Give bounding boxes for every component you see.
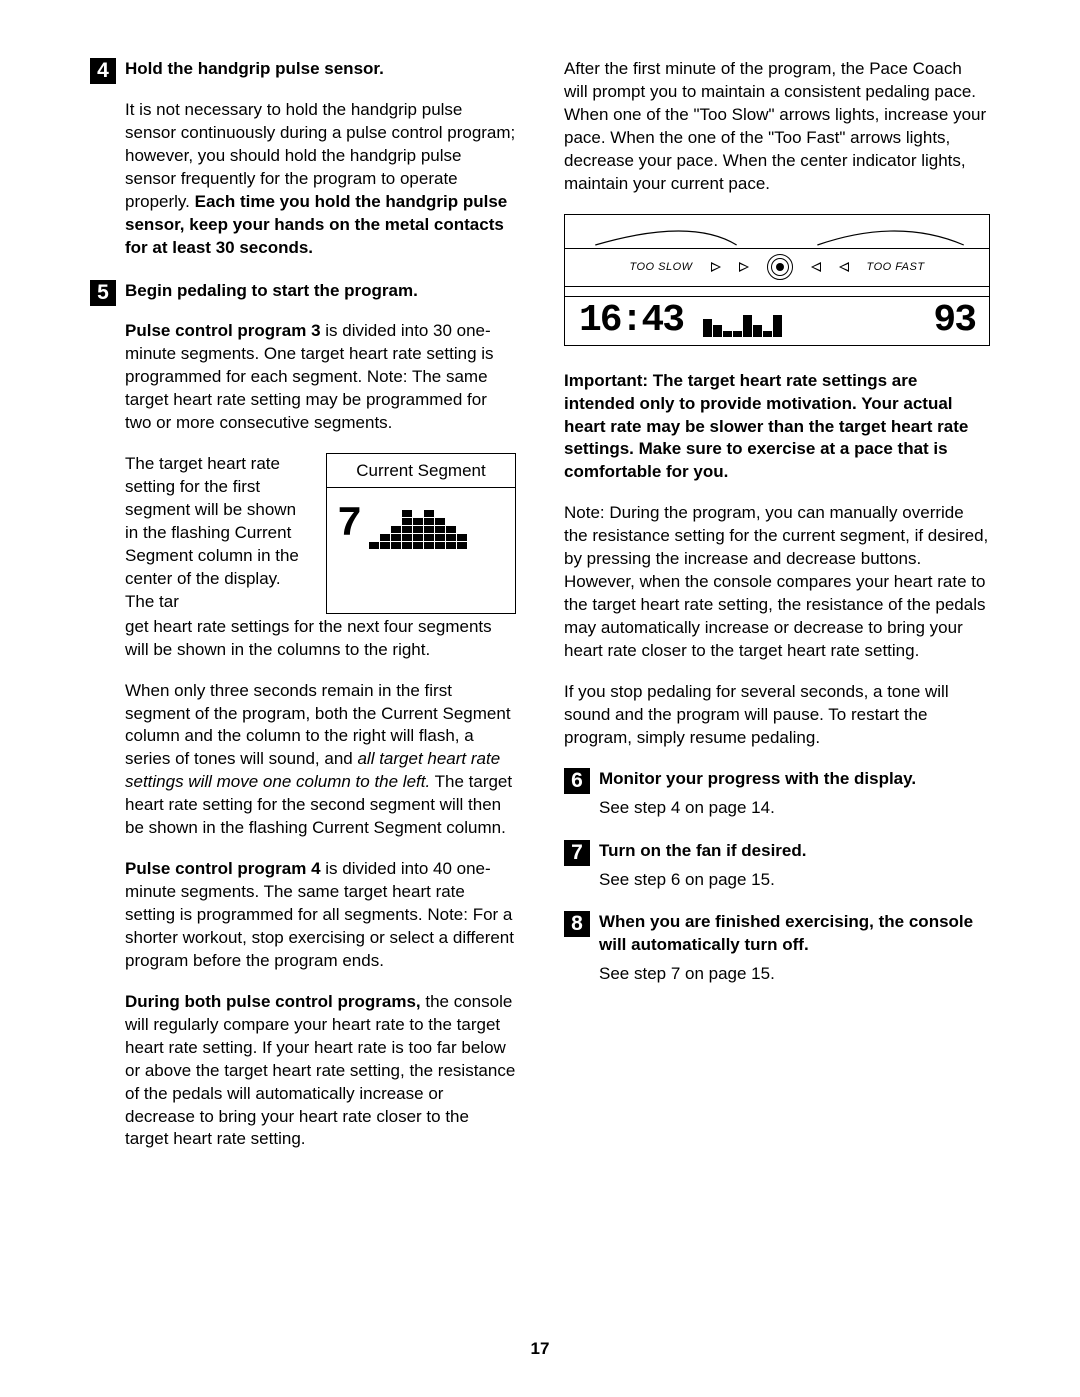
- step-7-title: Turn on the fan if desired.: [599, 840, 990, 863]
- pause-note: If you stop pedaling for several seconds…: [564, 681, 990, 750]
- text: the console will regularly compare your …: [125, 992, 515, 1149]
- too-slow-label: TOO SLOW: [629, 260, 692, 275]
- step-6-title: Monitor your progress with the display.: [599, 768, 990, 791]
- right-column: After the first minute of the program, t…: [564, 58, 990, 1171]
- pace-bottom-row: 16:43 93: [565, 297, 989, 345]
- pace-time-display: 16:43: [579, 295, 683, 346]
- override-note: Note: During the program, you can manual…: [564, 502, 990, 663]
- step-5-p3: When only three seconds remain in the fi…: [125, 680, 516, 841]
- current-segment-figure: Current Segment 7: [326, 453, 516, 614]
- pace-coach-figure: TOO SLOW TOO FAST 16:43 93: [564, 214, 990, 346]
- segment-figure-title: Current Segment: [327, 454, 515, 488]
- important-note: Important: The target heart rate setting…: [564, 370, 990, 485]
- step-badge-5: 5: [90, 280, 116, 306]
- pace-intro: After the first minute of the program, t…: [564, 58, 990, 196]
- step-5-title: Begin pedaling to start the program.: [125, 280, 516, 303]
- target-center-icon: [767, 254, 793, 280]
- step-7-body: See step 6 on page 15.: [599, 869, 990, 892]
- step-8-body: See step 7 on page 15.: [599, 963, 990, 986]
- step-8-title: When you are finished exercising, the co…: [599, 911, 990, 957]
- text-bold: Pulse control program 3: [125, 321, 321, 340]
- step-7: 7 Turn on the fan if desired. See step 6…: [564, 840, 990, 892]
- segment-side-text: The target heart rate setting for the fi…: [125, 453, 312, 614]
- step-4-body: It is not necessary to hold the handgrip…: [125, 99, 516, 260]
- text-bold: During both pulse control programs,: [125, 992, 421, 1011]
- arrow-right-outline-icon: [711, 262, 721, 272]
- segment-continued-text: get heart rate settings for the next fou…: [125, 616, 516, 662]
- step-5-p4: Pulse control program 4 is divided into …: [125, 858, 516, 973]
- too-fast-label: TOO FAST: [867, 260, 925, 275]
- two-column-layout: 4 Hold the handgrip pulse sensor. It is …: [90, 58, 990, 1171]
- page-number: 17: [0, 1338, 1080, 1361]
- arrow-left-outline-icon: [839, 262, 849, 272]
- step-4-title: Hold the handgrip pulse sensor.: [125, 58, 516, 81]
- step-5-p5: During both pulse control programs, the …: [125, 991, 516, 1152]
- pace-indicator-row: TOO SLOW TOO FAST: [565, 249, 989, 287]
- segment-figure-body: 7: [327, 488, 515, 553]
- step-badge-4: 4: [90, 58, 116, 84]
- arrow-right-outline-icon: [739, 262, 749, 272]
- left-column: 4 Hold the handgrip pulse sensor. It is …: [90, 58, 516, 1171]
- step-4: 4 Hold the handgrip pulse sensor. It is …: [90, 58, 516, 260]
- segment-seven-digit: 7: [337, 503, 359, 545]
- step-badge-8: 8: [564, 911, 590, 937]
- arrow-left-outline-icon: [811, 262, 821, 272]
- step-badge-7: 7: [564, 840, 590, 866]
- step-5: 5 Begin pedaling to start the program. P…: [90, 280, 516, 1152]
- segment-figure-row: The target heart rate setting for the fi…: [125, 453, 516, 614]
- step-6-body: See step 4 on page 14.: [599, 797, 990, 820]
- pace-bars: [703, 305, 913, 337]
- step-5-p1: Pulse control program 3 is divided into …: [125, 320, 516, 435]
- step-6: 6 Monitor your progress with the display…: [564, 768, 990, 820]
- pace-number-display: 93: [933, 295, 975, 346]
- pace-top-bracket: [565, 215, 989, 249]
- text-bold: Pulse control program 4: [125, 859, 321, 878]
- segment-bar-grid: [369, 499, 467, 549]
- step-badge-6: 6: [564, 768, 590, 794]
- step-8: 8 When you are finished exercising, the …: [564, 911, 990, 986]
